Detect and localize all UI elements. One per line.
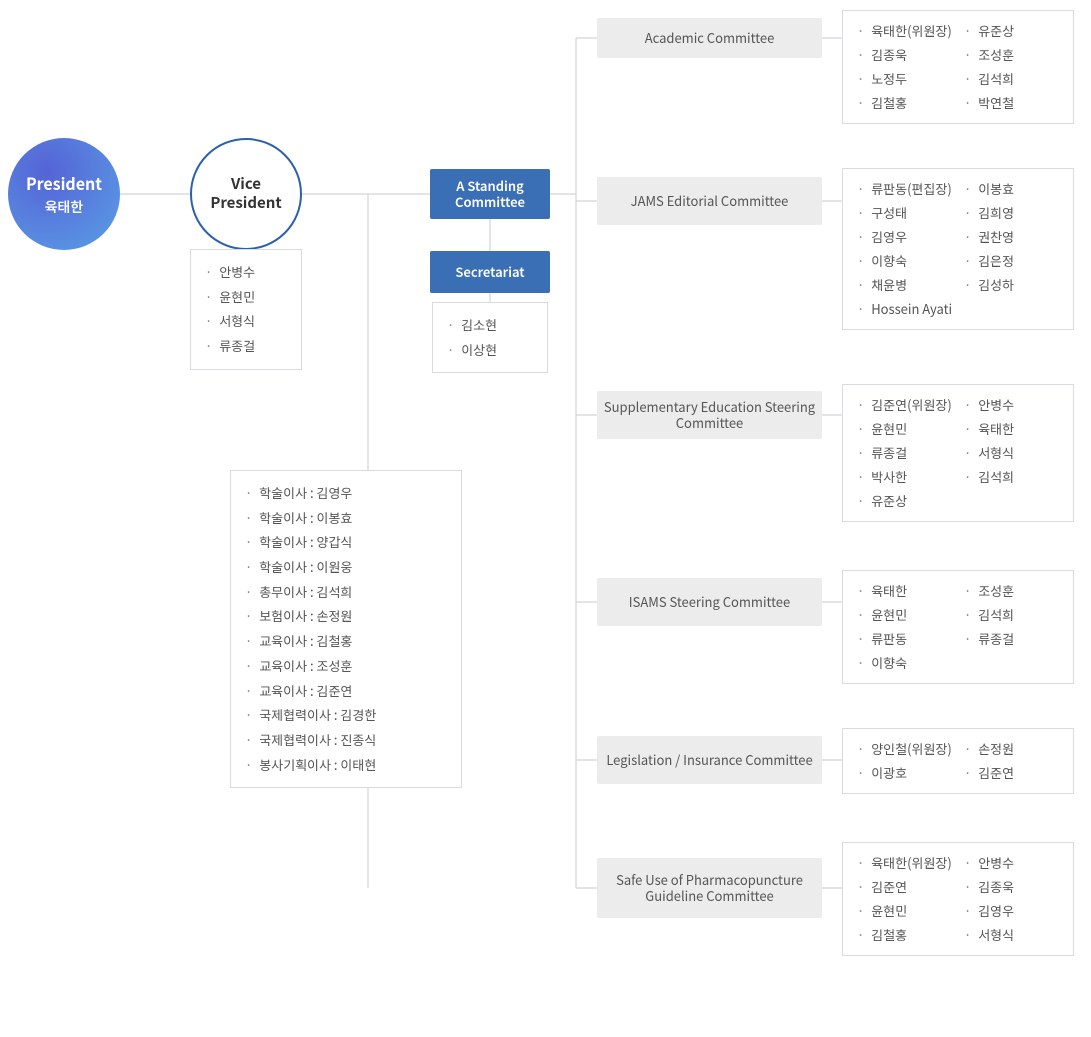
list-item: 김영우 [964,899,1063,923]
secretariat-members-box: 김소현 이상현 [432,302,548,373]
committee-legislation-members: 양인철(위원장) 손정원 이광호 김준연 [842,728,1074,794]
list-item: 학술이사 : 김영우 [245,481,449,506]
vice-president-title: Vice President [210,175,281,213]
list-item: 김희영 [964,201,1063,225]
list-item: 윤현민 [205,285,289,310]
list-item: 안병수 [964,851,1063,875]
vice-president-members-box: 안병수 윤현민 서형식 류종걸 [190,249,302,370]
list-item: 윤현민 [857,417,956,441]
committee-jams: JAMS Editorial Committee [597,177,822,225]
list-item: 류종걸 [964,627,1063,651]
list-item: 김은정 [964,249,1063,273]
list-item: 노정두 [857,67,956,91]
list-item: 윤현민 [857,603,956,627]
list-item: 보험이사 : 손정원 [245,604,449,629]
committee-legislation: Legislation / Insurance Committee [597,736,822,784]
list-item: 김종욱 [857,43,956,67]
list-item: 국제협력이사 : 진종식 [245,728,449,753]
list-item: 교육이사 : 조성훈 [245,654,449,679]
list-item: 교육이사 : 김철홍 [245,629,449,654]
list-item: 김성하 [964,273,1063,297]
committee-isams: ISAMS Steering Committee [597,578,822,626]
list-item: 안병수 [205,260,289,285]
list-item: 김철홍 [857,91,956,115]
list-item: 류종걸 [857,441,956,465]
list-item: 이상현 [447,338,535,363]
list-item: 육태한 [857,579,956,603]
list-item: 안병수 [964,393,1063,417]
list-item: 김석희 [964,603,1063,627]
list-item: 서형식 [964,441,1063,465]
president-node: President 육태한 [8,138,120,250]
president-name: 육태한 [45,197,84,217]
list-item: 김소현 [447,313,535,338]
list-item: 김준연(위원장) [857,393,956,417]
list-item: 김종욱 [964,875,1063,899]
committee-isams-members: 육태한 조성훈 윤현민 김석희 류판동 류종걸 이향숙 [842,570,1074,684]
standing-committee-directors-box: 학술이사 : 김영우 학술이사 : 이봉효 학술이사 : 양갑식 학술이사 : … [230,470,462,788]
list-item: 학술이사 : 양갑식 [245,530,449,555]
list-item: 학술이사 : 이원웅 [245,555,449,580]
list-item: 구성태 [857,201,956,225]
committee-pharmacopuncture: Safe Use of Pharmacopuncture Guideline C… [597,858,822,918]
list-item: 유준상 [857,489,1063,513]
committee-supp-edu: Supplementary Education Steering Committ… [597,391,822,439]
list-item: 육태한(위원장) [857,851,956,875]
committee-academic-members: 육태한(위원장) 유준상 김종욱 조성훈 노정두 김석희 김철홍 박연철 [842,10,1074,124]
list-item: 조성훈 [964,579,1063,603]
list-item: 양인철(위원장) [857,737,956,761]
list-item: 유준상 [964,19,1063,43]
committee-supp-edu-members: 김준연(위원장) 안병수 윤현민 육태한 류종걸 서형식 박사한 김석희 유준상 [842,384,1074,522]
list-item: 권찬영 [964,225,1063,249]
list-item: 윤현민 [857,899,956,923]
list-item: 육태한 [964,417,1063,441]
list-item: 이광호 [857,761,956,785]
list-item: 조성훈 [964,43,1063,67]
list-item: 교육이사 : 김준연 [245,679,449,704]
list-item: 봉사기획이사 : 이태현 [245,753,449,778]
list-item: 손정원 [964,737,1063,761]
list-item: 학술이사 : 이봉효 [245,506,449,531]
list-item: 채윤병 [857,273,956,297]
standing-committee-badge: A StandingCommittee [430,169,550,219]
list-item: 류판동 [857,627,956,651]
committee-pharmacopuncture-members: 육태한(위원장) 안병수 김준연 김종욱 윤현민 김영우 김철홍 서형식 [842,842,1074,956]
president-title: President [26,171,102,195]
list-item: 김준연 [964,761,1063,785]
list-item: 김석희 [964,67,1063,91]
list-item: 박연철 [964,91,1063,115]
list-item: 이향숙 [857,651,1063,675]
committee-jams-members: 류판동(편집장) 이봉효 구성태 김희영 김영우 권찬영 이향숙 김은정 채윤병… [842,168,1074,330]
list-item: 이향숙 [857,249,956,273]
list-item: 류종걸 [205,334,289,359]
list-item: 김준연 [857,875,956,899]
list-item: 서형식 [205,309,289,334]
list-item: Hossein Ayati [857,297,1063,321]
list-item: 김석희 [964,465,1063,489]
vice-president-node: Vice President [190,138,302,250]
list-item: 김영우 [857,225,956,249]
committee-academic: Academic Committee [597,18,822,58]
list-item: 육태한(위원장) [857,19,956,43]
list-item: 류판동(편집장) [857,177,956,201]
list-item: 서형식 [964,923,1063,947]
list-item: 김철홍 [857,923,956,947]
list-item: 박사한 [857,465,956,489]
list-item: 국제협력이사 : 김경한 [245,703,449,728]
secretariat-badge: Secretariat [430,251,550,293]
org-chart-canvas: President 육태한 Vice President 안병수 윤현민 서형식… [0,0,1091,1037]
list-item: 총무이사 : 김석희 [245,580,449,605]
list-item: 이봉효 [964,177,1063,201]
